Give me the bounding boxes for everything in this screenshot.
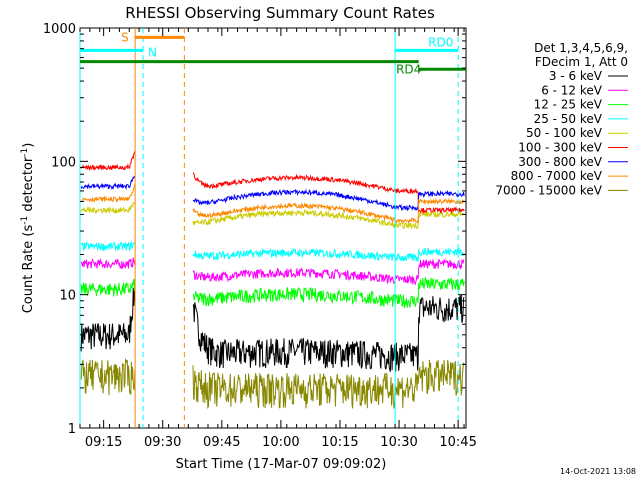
annotation-layer: S N RD0 RD4 <box>79 28 466 428</box>
x-axis-label: Start Time (17-Mar-07 09:09:02) <box>176 457 387 472</box>
y-tick-label: 10 <box>59 289 76 304</box>
series-line-0-seg1 <box>192 294 465 372</box>
series-line-8-seg1 <box>192 359 465 410</box>
legend-label-2: 12 - 25 keV <box>534 98 603 112</box>
series-layer <box>80 150 465 410</box>
y-tick-label: 1 <box>68 422 76 437</box>
x-tick-label: 10:30 <box>380 435 417 450</box>
y-axis-label: Count Rate (s-1 detector-1) <box>20 143 36 314</box>
series-line-1-seg1 <box>192 258 465 286</box>
annotation-label-1: N <box>148 45 157 59</box>
legend: Det 1,3,4,5,6,9, FDecim 1, Att 0 3 - 6 k… <box>495 41 628 197</box>
footer-date: 14-Oct-2021 13:08 <box>560 467 636 476</box>
y-tick-label: 1000 <box>43 22 76 37</box>
x-tick-label: 10:15 <box>321 435 358 450</box>
series-line-5-seg0 <box>80 150 136 172</box>
series-line-4-seg1 <box>192 208 465 230</box>
chart-title: RHESSI Observing Summary Count Rates <box>125 4 435 22</box>
x-ticks: 09:15 09:30 09:45 10:00 10:15 10:30 10:45 <box>79 28 477 450</box>
series-line-1-seg0 <box>80 257 136 270</box>
series-line-6-seg1 <box>192 188 465 212</box>
legend-label-4: 50 - 100 keV <box>526 126 603 140</box>
x-tick-label: 09:15 <box>85 435 122 450</box>
legend-label-1: 6 - 12 keV <box>541 83 603 97</box>
annotation-label-2: RD0 <box>428 35 453 49</box>
series-line-8-seg0 <box>80 357 136 396</box>
annotation-label-3: RD4 <box>396 63 421 77</box>
x-tick-label: 10:00 <box>262 435 299 450</box>
x-tick-label: 10:45 <box>439 435 476 450</box>
legend-label-3: 25 - 50 keV <box>534 112 603 126</box>
legend-label-7: 800 - 7000 keV <box>511 169 603 183</box>
x-tick-label: 09:45 <box>203 435 240 450</box>
legend-header-1: Det 1,3,4,5,6,9, <box>534 41 628 55</box>
y-tick-label: 100 <box>51 155 76 170</box>
legend-header-2: FDecim 1, Att 0 <box>535 55 628 69</box>
series-line-7-seg0 <box>81 184 136 204</box>
y-ticks: 1 10 100 1000 <box>43 22 466 437</box>
legend-label-8: 7000 - 15000 keV <box>495 183 602 197</box>
legend-label-5: 100 - 300 keV <box>518 141 602 155</box>
series-line-2-seg1 <box>192 276 465 309</box>
series-line-5-seg1 <box>192 172 465 215</box>
legend-label-6: 300 - 800 keV <box>518 155 602 169</box>
legend-label-0: 3 - 6 keV <box>549 69 603 83</box>
x-tick-label: 09:30 <box>144 435 181 450</box>
series-line-0-seg0 <box>80 287 136 352</box>
series-line-6-seg0 <box>80 175 136 191</box>
series-line-2-seg0 <box>80 278 136 297</box>
series-line-3-seg1 <box>192 247 465 263</box>
series-line-3-seg0 <box>80 241 136 252</box>
series-line-4-seg0 <box>80 201 135 215</box>
series-line-7-seg1 <box>192 197 465 225</box>
annotation-label-0: S <box>121 30 129 44</box>
